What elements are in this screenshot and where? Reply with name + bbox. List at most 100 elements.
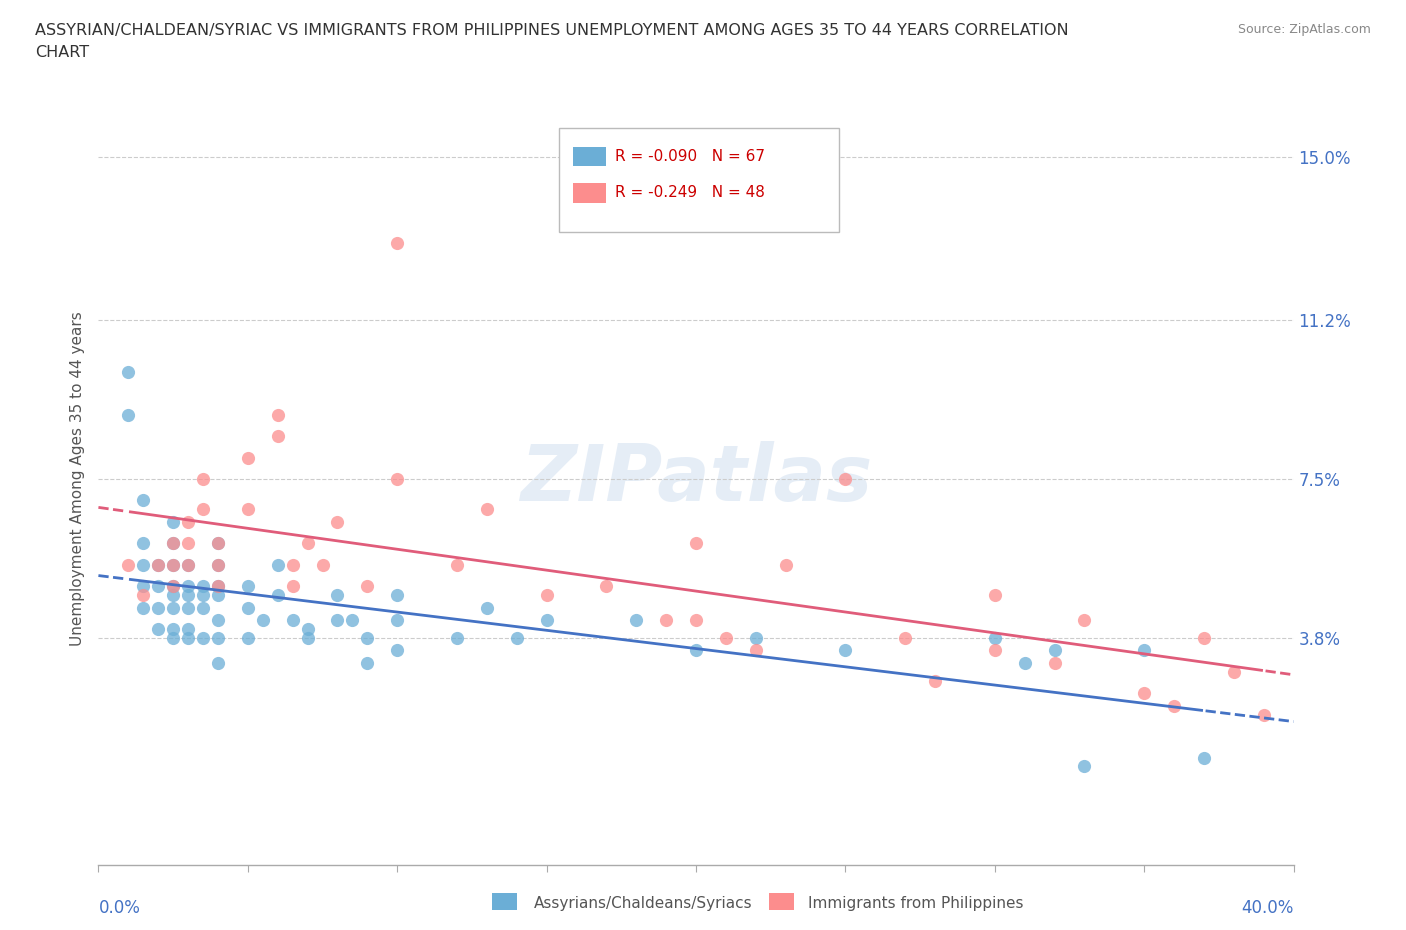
Point	[655, 613, 678, 628]
Point	[191, 578, 214, 593]
Point	[132, 536, 155, 551]
Point	[1253, 708, 1275, 723]
Point	[117, 407, 139, 422]
Text: 40.0%: 40.0%	[1241, 899, 1294, 917]
Point	[1133, 686, 1156, 701]
Point	[536, 588, 558, 603]
Point	[1192, 631, 1215, 645]
Point	[132, 600, 155, 615]
Point	[117, 557, 139, 572]
Point	[177, 588, 200, 603]
Point	[1192, 751, 1215, 765]
Bar	[572, 147, 606, 166]
Point	[924, 673, 946, 688]
Point	[385, 235, 409, 250]
Point	[685, 643, 707, 658]
Point	[326, 514, 349, 529]
Point	[267, 557, 290, 572]
Point	[446, 557, 468, 572]
Point	[162, 578, 184, 593]
Point	[1133, 643, 1156, 658]
Point	[132, 588, 155, 603]
Point	[475, 600, 498, 615]
Point	[117, 365, 139, 379]
Point	[177, 536, 200, 551]
Point	[326, 613, 349, 628]
Bar	[769, 893, 794, 910]
Point	[1014, 656, 1036, 671]
Point	[385, 613, 409, 628]
Point	[834, 472, 856, 486]
Point	[236, 631, 259, 645]
Point	[177, 621, 200, 636]
Point	[132, 578, 155, 593]
Point	[1043, 656, 1066, 671]
Point	[1223, 665, 1246, 680]
Point	[191, 472, 214, 486]
Text: Source: ZipAtlas.com: Source: ZipAtlas.com	[1237, 23, 1371, 36]
Point	[626, 613, 648, 628]
Point	[236, 600, 259, 615]
Point	[1073, 759, 1095, 774]
Point	[685, 613, 707, 628]
Point	[207, 656, 229, 671]
Point	[475, 501, 498, 516]
Point	[177, 557, 200, 572]
Text: 0.0%: 0.0%	[98, 899, 141, 917]
Point	[356, 631, 378, 645]
Point	[148, 621, 170, 636]
Point	[297, 631, 319, 645]
Text: ASSYRIAN/CHALDEAN/SYRIAC VS IMMIGRANTS FROM PHILIPPINES UNEMPLOYMENT AMONG AGES : ASSYRIAN/CHALDEAN/SYRIAC VS IMMIGRANTS F…	[35, 23, 1069, 38]
Text: Assyrians/Chaldeans/Syriacs: Assyrians/Chaldeans/Syriacs	[534, 897, 752, 911]
Point	[446, 631, 468, 645]
Point	[191, 631, 214, 645]
Point	[297, 621, 319, 636]
Point	[281, 613, 304, 628]
Point	[714, 631, 737, 645]
Point	[191, 501, 214, 516]
Point	[162, 588, 184, 603]
Text: R = -0.249   N = 48: R = -0.249 N = 48	[614, 185, 765, 200]
Point	[162, 578, 184, 593]
Point	[745, 631, 768, 645]
Point	[177, 514, 200, 529]
Point	[311, 557, 333, 572]
Point	[281, 557, 304, 572]
Point	[385, 588, 409, 603]
Point	[132, 493, 155, 508]
Point	[162, 600, 184, 615]
Point	[148, 557, 170, 572]
Point	[236, 501, 259, 516]
Point	[252, 613, 274, 628]
Point	[207, 557, 229, 572]
Point	[207, 613, 229, 628]
Point	[326, 588, 349, 603]
Point	[162, 536, 184, 551]
Point	[162, 557, 184, 572]
Point	[207, 578, 229, 593]
Point	[267, 407, 290, 422]
Text: Immigrants from Philippines: Immigrants from Philippines	[808, 897, 1024, 911]
Point	[207, 631, 229, 645]
Point	[207, 536, 229, 551]
Point	[177, 631, 200, 645]
Point	[162, 557, 184, 572]
Point	[984, 643, 1007, 658]
Point	[745, 643, 768, 658]
Point	[207, 578, 229, 593]
Point	[148, 600, 170, 615]
Point	[281, 578, 304, 593]
FancyBboxPatch shape	[558, 127, 839, 232]
Point	[834, 643, 856, 658]
Point	[1163, 698, 1185, 713]
Point	[984, 631, 1007, 645]
Text: ZIPatlas: ZIPatlas	[520, 441, 872, 517]
Point	[162, 621, 184, 636]
Point	[207, 557, 229, 572]
Point	[342, 613, 364, 628]
Point	[385, 643, 409, 658]
Point	[536, 613, 558, 628]
Point	[148, 557, 170, 572]
Point	[356, 578, 378, 593]
Point	[177, 600, 200, 615]
